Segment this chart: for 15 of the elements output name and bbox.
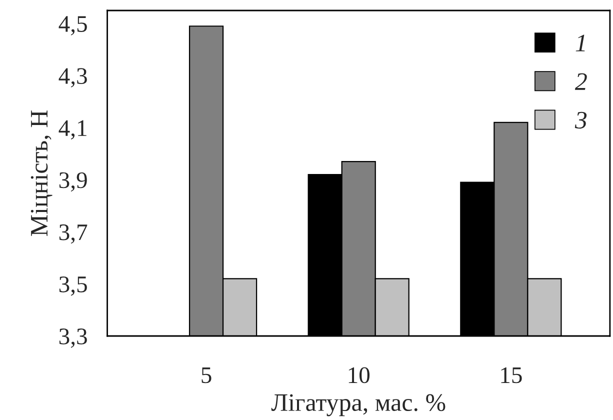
legend-label: 2 (574, 73, 587, 90)
x-axis-title: Лігатура, мас. % (271, 394, 446, 416)
y-tick-label: 4,5 (58, 16, 87, 36)
x-tick-label: 5 (202, 367, 212, 384)
legend-label: 1 (576, 34, 585, 52)
x-tick-label: 15 (501, 367, 522, 384)
y-tick-label: 4,1 (58, 120, 86, 140)
y-tick-label: 3,3 (59, 328, 87, 348)
y-tick-label: 4,3 (58, 68, 87, 88)
x-tick-label: 10 (348, 367, 370, 384)
y-axis-title: Міцність, Н (30, 110, 52, 236)
y-tick-label: 3,7 (59, 224, 88, 244)
y-tick-label: 3,5 (59, 276, 87, 296)
legend-label: 3 (574, 112, 587, 129)
y-tick-label: 3,9 (59, 172, 87, 192)
